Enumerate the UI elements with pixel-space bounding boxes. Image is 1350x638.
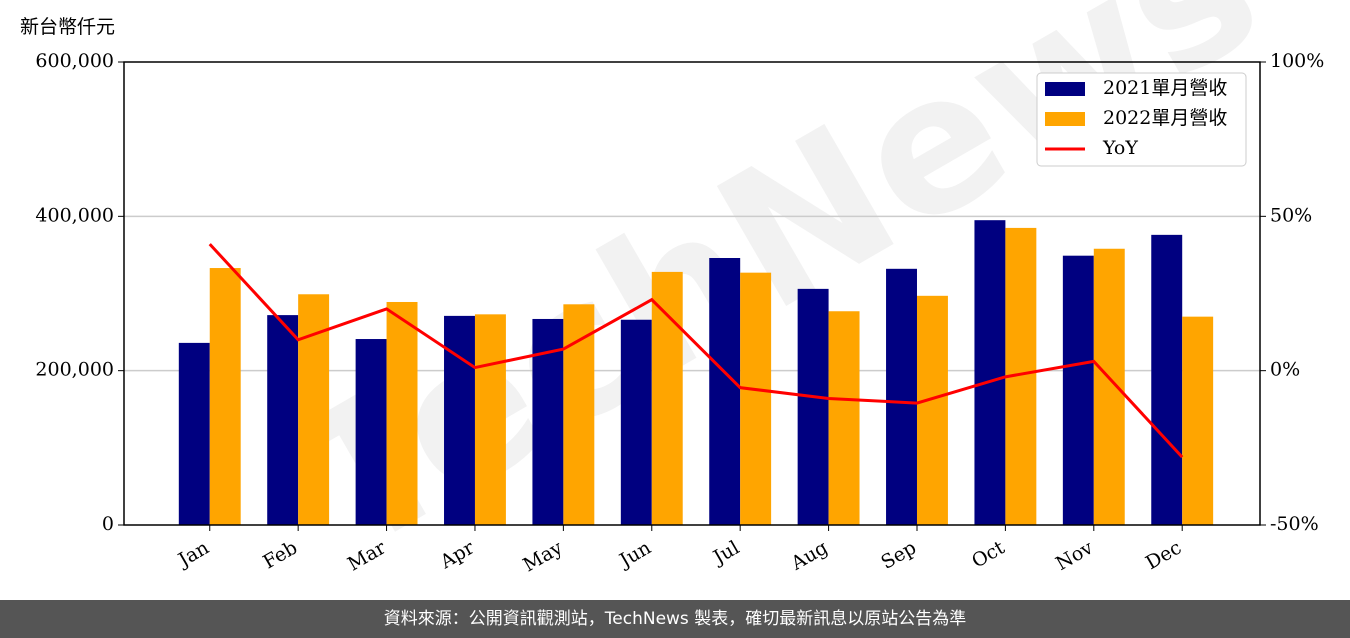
bar bbox=[709, 258, 741, 525]
legend-swatch bbox=[1045, 82, 1085, 96]
bar bbox=[886, 268, 917, 525]
legend-label: YoY bbox=[1102, 137, 1138, 159]
bar bbox=[298, 294, 330, 525]
y-tick-label: 600,000 bbox=[35, 50, 114, 72]
bar bbox=[828, 311, 860, 525]
bar bbox=[1182, 316, 1214, 525]
legend-label: 2021單月營收 bbox=[1103, 77, 1227, 99]
bar bbox=[178, 342, 210, 525]
x-tick-label: Jan bbox=[173, 537, 213, 573]
footer: 資料來源：公開資訊觀測站，TechNews 製表，確切最新訊息以原站公告為準 bbox=[0, 600, 1350, 638]
y-tick-label: 0 bbox=[102, 513, 114, 535]
unit-label: 新台幣仟元 bbox=[20, 16, 115, 38]
y-tick-label: 400,000 bbox=[35, 204, 114, 226]
x-tick-label: Jul bbox=[708, 537, 743, 570]
bar bbox=[797, 288, 829, 525]
y-tick-label: 200,000 bbox=[35, 359, 114, 381]
bar bbox=[267, 315, 299, 525]
bar bbox=[474, 314, 506, 525]
bar bbox=[1062, 255, 1094, 525]
y2-tick-label: 100% bbox=[1270, 50, 1324, 72]
bar bbox=[444, 315, 475, 525]
y2-tick-label: 50% bbox=[1270, 204, 1312, 226]
x-tick-label: Aug bbox=[787, 537, 832, 576]
y2-tick-label: -50% bbox=[1270, 513, 1319, 535]
bar bbox=[974, 220, 1006, 526]
yoy-line bbox=[208, 243, 1184, 459]
bar bbox=[1093, 248, 1125, 525]
plot-frame bbox=[123, 61, 1261, 526]
x-tick-label: Nov bbox=[1052, 536, 1097, 575]
bar bbox=[740, 272, 772, 525]
x-tick-label: Feb bbox=[259, 537, 301, 574]
x-tick-label: May bbox=[519, 536, 566, 576]
legend-box bbox=[1036, 72, 1247, 167]
bar bbox=[651, 271, 683, 525]
y2-tick-label: 0% bbox=[1270, 359, 1300, 381]
legend-swatch bbox=[1045, 112, 1085, 126]
x-tick-label: Sep bbox=[877, 537, 920, 574]
x-tick-label: Jun bbox=[614, 537, 655, 573]
bar bbox=[355, 339, 387, 525]
bar bbox=[563, 304, 595, 525]
x-tick-label: Dec bbox=[1142, 537, 1185, 575]
chart: TechNews 新台幣仟元 0200,000400,000600,000-50… bbox=[20, 0, 1324, 594]
x-tick-label: Oct bbox=[968, 536, 1009, 572]
bar bbox=[620, 319, 652, 525]
legend-label: 2022單月營收 bbox=[1103, 107, 1227, 129]
bar bbox=[386, 301, 418, 525]
bar bbox=[209, 268, 241, 525]
bar bbox=[916, 295, 948, 525]
bar bbox=[1151, 234, 1183, 525]
